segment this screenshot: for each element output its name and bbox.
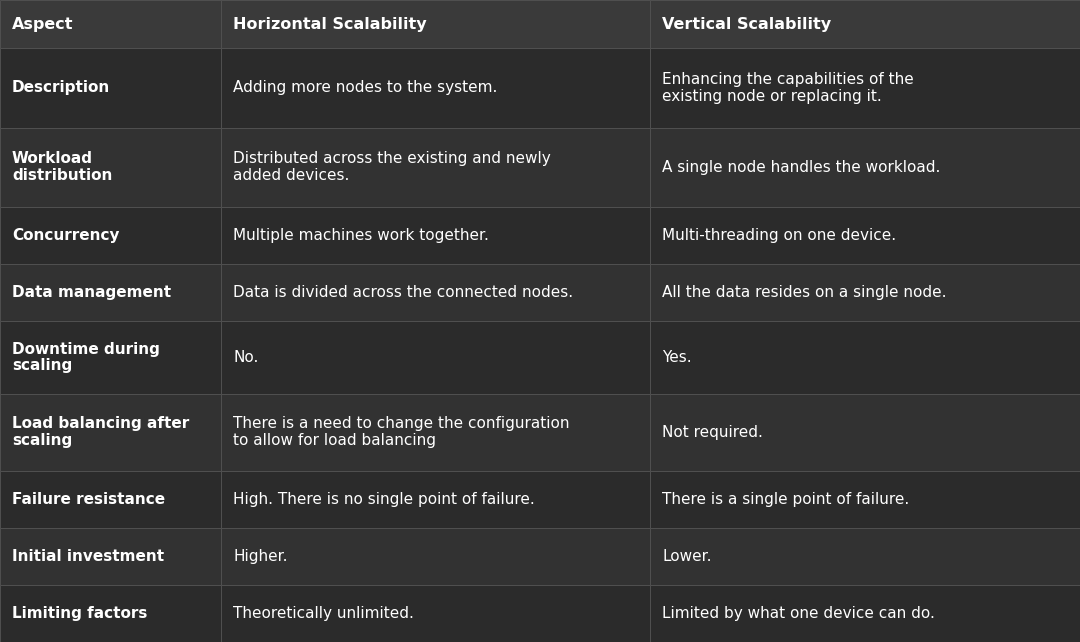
Text: Yes.: Yes. [662,350,692,365]
Text: Vertical Scalability: Vertical Scalability [662,17,832,31]
Bar [221,528,650,585]
Bar [221,394,650,471]
Bar [650,528,1080,585]
Bar [221,128,650,207]
Text: Limiting factors: Limiting factors [12,606,147,621]
Bar [221,207,650,264]
Text: A single node handles the workload.: A single node handles the workload. [662,160,941,175]
Text: Adding more nodes to the system.: Adding more nodes to the system. [233,80,498,96]
Bar [0,321,221,394]
Bar [650,264,1080,321]
Text: Multiple machines work together.: Multiple machines work together. [233,228,489,243]
Bar [0,128,221,207]
Text: Aspect: Aspect [12,17,73,31]
Bar [650,321,1080,394]
Text: All the data resides on a single node.: All the data resides on a single node. [662,285,947,300]
Text: Concurrency: Concurrency [12,228,120,243]
Bar [0,528,221,585]
Bar [650,128,1080,207]
Bar [0,264,221,321]
Text: Horizontal Scalability: Horizontal Scalability [233,17,427,31]
Text: to allow for load balancing: to allow for load balancing [233,433,436,448]
Bar [221,48,650,128]
Bar [650,0,1080,48]
Text: Description: Description [12,80,110,96]
Text: scaling: scaling [12,358,72,373]
Text: There is a single point of failure.: There is a single point of failure. [662,492,909,507]
Bar [650,207,1080,264]
Text: Data management: Data management [12,285,171,300]
Bar [0,394,221,471]
Text: Downtime during: Downtime during [12,342,160,356]
Bar [650,585,1080,642]
Text: Initial investment: Initial investment [12,549,164,564]
Text: High. There is no single point of failure.: High. There is no single point of failur… [233,492,536,507]
Text: distribution: distribution [12,168,112,183]
Bar [0,207,221,264]
Text: Higher.: Higher. [233,549,288,564]
Bar [221,471,650,528]
Text: Data is divided across the connected nodes.: Data is divided across the connected nod… [233,285,573,300]
Bar [221,321,650,394]
Bar [0,0,221,48]
Bar [221,264,650,321]
Text: Limited by what one device can do.: Limited by what one device can do. [662,606,935,621]
Bar [650,471,1080,528]
Bar [0,585,221,642]
Text: No.: No. [233,350,259,365]
Text: Load balancing after: Load balancing after [12,416,189,431]
Text: Not required.: Not required. [662,424,764,440]
Bar [650,394,1080,471]
Bar [650,48,1080,128]
Text: Failure resistance: Failure resistance [12,492,165,507]
Text: There is a need to change the configuration: There is a need to change the configurat… [233,416,570,431]
Bar [0,48,221,128]
Text: added devices.: added devices. [233,168,350,183]
Text: scaling: scaling [12,433,72,447]
Bar [0,471,221,528]
Text: Theoretically unlimited.: Theoretically unlimited. [233,606,415,621]
Text: existing node or replacing it.: existing node or replacing it. [662,89,882,104]
Text: Enhancing the capabilities of the: Enhancing the capabilities of the [662,72,914,87]
Text: Distributed across the existing and newly: Distributed across the existing and newl… [233,151,551,166]
Text: Multi-threading on one device.: Multi-threading on one device. [662,228,896,243]
Text: Lower.: Lower. [662,549,712,564]
Text: Workload: Workload [12,152,93,166]
Bar [221,0,650,48]
Bar [221,585,650,642]
